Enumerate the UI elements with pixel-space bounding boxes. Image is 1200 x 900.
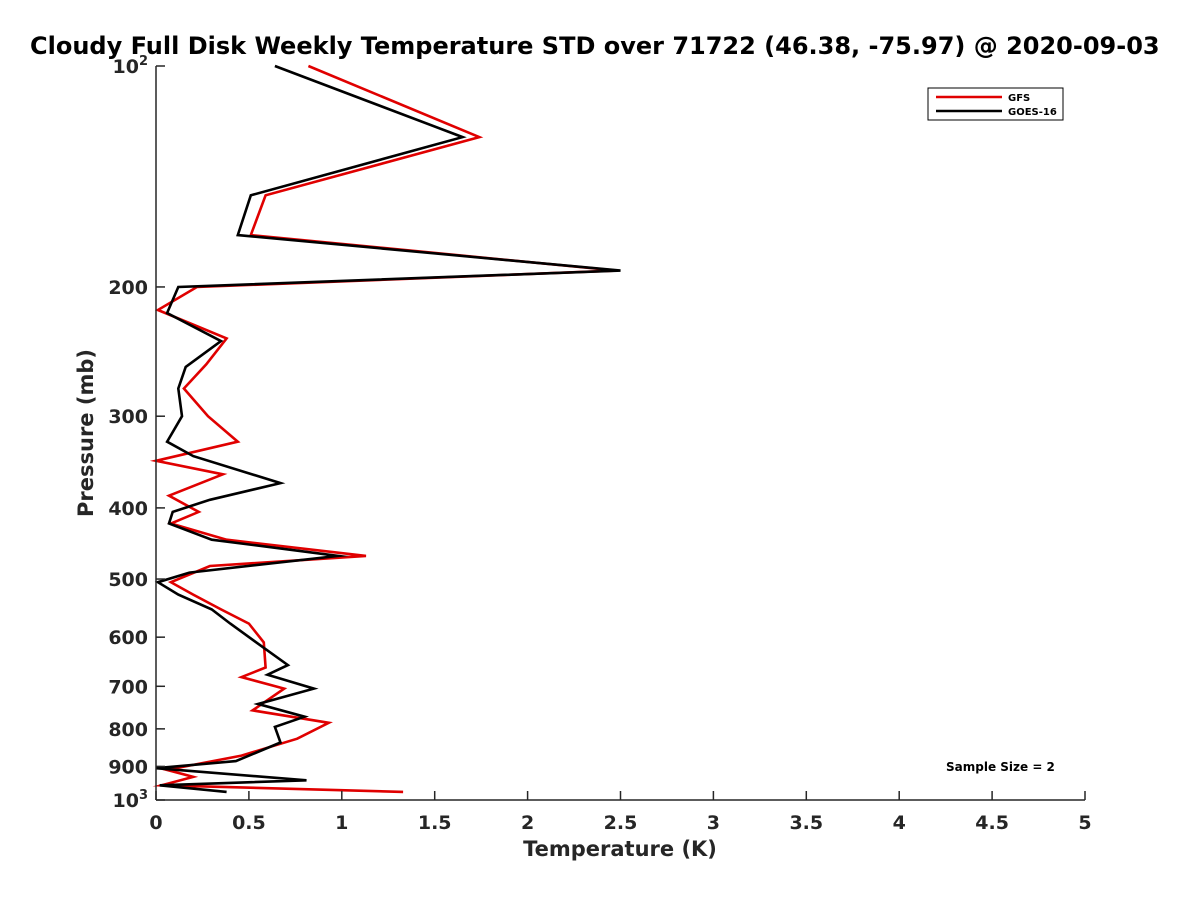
y-axis-label: Pressure (mb) [74, 349, 98, 517]
legend-label-goes16: GOES-16 [1008, 107, 1057, 118]
x-tick-label: 1 [335, 812, 348, 834]
y-tick-label: 900 [108, 756, 148, 778]
x-tick-label: 4.5 [975, 812, 1009, 834]
series-line-goes16 [154, 64, 621, 794]
x-tick-label: 3 [707, 812, 720, 834]
x-tick-label: 0 [149, 812, 162, 834]
y-tick-label: 600 [108, 627, 148, 649]
series-layer [149, 64, 621, 794]
x-tick-label: 2 [521, 812, 534, 834]
y-tick-label: 800 [108, 719, 148, 741]
series-line-gfs [149, 64, 617, 794]
legend-label-gfs: GFS [1008, 93, 1030, 104]
chart-title: Cloudy Full Disk Weekly Temperature STD … [30, 32, 1160, 60]
y-tick-label: 102 [113, 54, 149, 78]
plot-area [156, 66, 1085, 800]
sample-size-annotation: Sample Size = 2 [946, 760, 1055, 774]
y-tick-label: 700 [108, 676, 148, 698]
x-tick-label: 5 [1078, 812, 1091, 834]
y-tick-label: 300 [108, 406, 148, 428]
y-tick-label: 500 [108, 569, 148, 591]
x-tick-label: 4 [893, 812, 906, 834]
legend-box [927, 87, 1064, 121]
x-tick-label: 1.5 [418, 812, 452, 834]
plot-background [156, 66, 1085, 800]
x-tick-label: 2.5 [604, 812, 638, 834]
x-tick-label: 3.5 [789, 812, 823, 834]
legend: GFS GOES-16 [927, 87, 1064, 121]
y-tick-label: 103 [113, 788, 149, 812]
axes-layer: 0 0.5 1 1.5 2 2.5 3 3.5 4 4.5 5 102 200 300 400 500 600 7… [108, 54, 1091, 834]
x-axis-label: Temperature (K) [523, 837, 717, 861]
y-tick-label: 200 [108, 277, 148, 299]
x-tick-label: 0.5 [232, 812, 266, 834]
y-tick-label: 400 [108, 498, 148, 520]
